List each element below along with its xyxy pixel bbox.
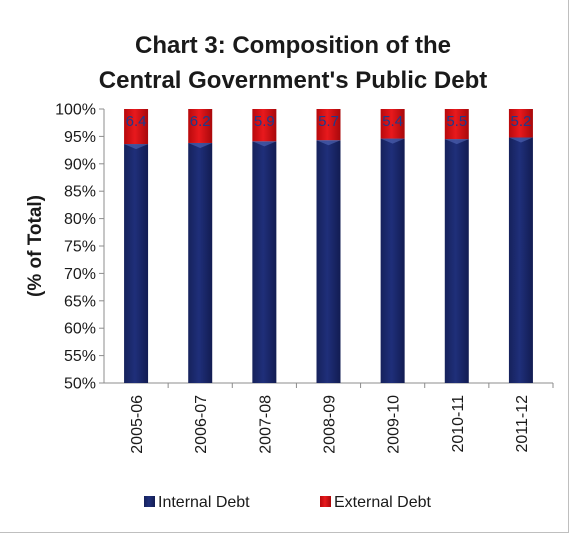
bar-bevel <box>316 140 341 146</box>
bar-bevel <box>508 137 533 143</box>
bar-internal-debt <box>188 142 213 383</box>
x-tick-label: 2011-12 <box>514 395 531 453</box>
bar-internal-debt <box>316 140 341 383</box>
x-tick-label: 2009-10 <box>386 395 403 454</box>
y-tick-label: 75% <box>64 239 96 256</box>
bar-external-debt <box>380 109 405 139</box>
y-tick-label: 100% <box>55 102 96 119</box>
bar-bevel <box>188 142 213 148</box>
bar-internal-debt <box>444 139 469 383</box>
bar-external-debt <box>508 109 533 138</box>
legend-label: Internal Debt <box>158 494 250 511</box>
y-tick-label: 85% <box>64 184 96 201</box>
x-tick-label: 2006-07 <box>193 395 210 454</box>
bar-external-debt <box>124 109 149 145</box>
bar-bevel <box>444 139 469 145</box>
data-label-external: 6.4 <box>126 113 147 130</box>
x-tick-label: 2008-09 <box>322 395 339 454</box>
legend-swatch <box>320 496 331 507</box>
chart-title-line: Central Government's Public Debt <box>99 67 487 94</box>
y-tick-label: 50% <box>64 376 96 393</box>
y-tick-label: 90% <box>64 156 96 173</box>
y-tick-label: 95% <box>64 129 96 146</box>
y-tick-label: 65% <box>64 293 96 310</box>
chart-title-line: Chart 3: Composition of the <box>135 32 451 59</box>
y-tick-label: 70% <box>64 266 96 283</box>
legend-label: External Debt <box>334 494 431 511</box>
y-tick-label: 55% <box>64 348 96 365</box>
x-tick-label: 2010-11 <box>450 395 467 453</box>
bar-external-debt <box>444 109 469 140</box>
bar-external-debt <box>316 109 341 141</box>
bar-internal-debt <box>252 141 277 383</box>
data-label-external: 5.7 <box>318 113 339 130</box>
x-tick-label: 2007-08 <box>257 395 274 454</box>
y-tick-label: 80% <box>64 211 96 228</box>
x-tick-label: 2005-06 <box>129 395 146 454</box>
bar-external-debt <box>188 109 213 143</box>
data-label-external: 6.2 <box>190 113 211 130</box>
data-label-external: 5.4 <box>382 113 403 130</box>
bar-bevel <box>124 144 149 150</box>
bar-bevel <box>380 138 405 144</box>
bar-internal-debt <box>380 138 405 383</box>
data-label-external: 5.5 <box>446 113 467 130</box>
bar-external-debt <box>252 109 277 142</box>
bar-internal-debt <box>508 137 533 383</box>
y-tick-label: 60% <box>64 321 96 338</box>
bar-bevel <box>252 141 277 147</box>
data-label-external: 5.9 <box>254 113 275 130</box>
bar-internal-debt <box>124 144 149 383</box>
y-axis-title: (% of Total) <box>25 195 46 297</box>
legend-swatch <box>144 496 155 507</box>
data-label-external: 5.2 <box>510 113 531 130</box>
